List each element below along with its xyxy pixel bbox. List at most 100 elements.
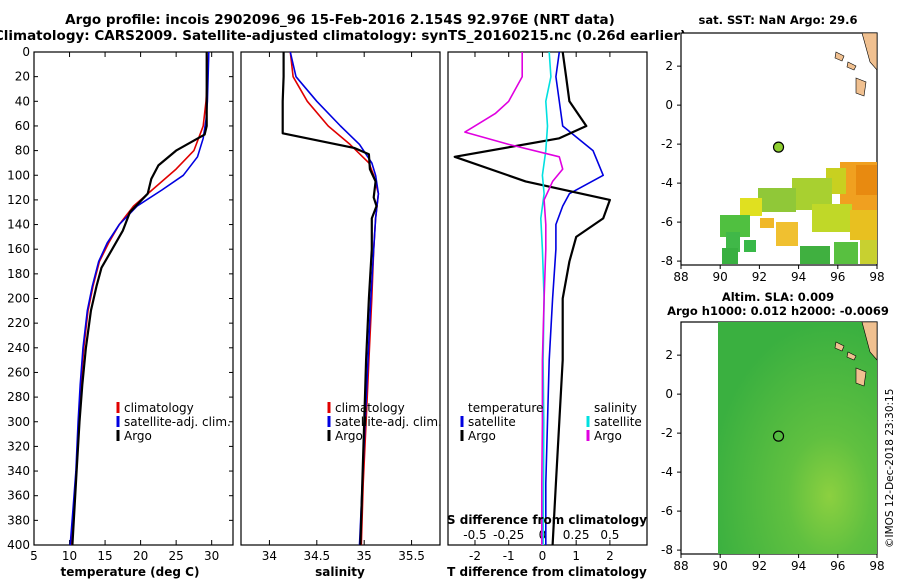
series-temperature-satellite <box>544 51 605 545</box>
legend-climatology: climatology <box>335 401 405 415</box>
depth-tick-label: 240 <box>7 341 30 355</box>
legend-temperature-title: temperature <box>468 401 543 415</box>
land-sumatra <box>861 32 878 71</box>
map-y-tick-label: -8 <box>661 543 673 557</box>
x-tick-label: 20 <box>133 549 148 563</box>
float-position-marker[interactable] <box>772 141 785 153</box>
sla-axes: 88 90 92 94 96 98 2 0 -2 -4 -6 -8 <box>661 348 885 573</box>
land-nias <box>855 367 867 387</box>
map-y-tick-label: -4 <box>661 176 673 190</box>
series-temperature-argo <box>453 51 612 546</box>
depth-tick-label: 260 <box>7 365 30 379</box>
salinity-legend: climatology satellite-adj. clim. Argo <box>327 401 442 443</box>
float-position-marker[interactable] <box>772 430 785 442</box>
sst-patch <box>722 248 738 264</box>
depth-tick-label: 280 <box>7 390 30 404</box>
legend-climatology: climatology <box>124 401 194 415</box>
sla-map-title-2: Argo h1000: 0.012 h2000: -0.0069 <box>667 304 889 318</box>
sla-map: Altim. SLA: 0.009 Argo h1000: 0.012 h200… <box>661 290 889 573</box>
sst-patch <box>834 242 858 264</box>
map-x-tick-label: 88 <box>673 270 688 284</box>
map-x-tick-label: 92 <box>752 270 767 284</box>
x-tick-label: -2 <box>469 549 481 563</box>
difference-xlabel-top: S difference from climatology <box>447 513 647 527</box>
land-nias <box>855 77 867 97</box>
sst-patch <box>850 210 877 240</box>
map-x-tick-label: 96 <box>830 559 845 573</box>
salinity-xaxis: 34 34.5 35 35.5 <box>262 52 425 563</box>
s-tick-label: 0.5 <box>600 528 619 542</box>
salinity-xlabel: salinity <box>315 565 365 579</box>
land-sumatra <box>861 321 878 361</box>
land-island <box>834 51 845 62</box>
map-x-tick-label: 94 <box>791 270 806 284</box>
x-tick-label: 10 <box>62 549 77 563</box>
sst-map: sat. SST: NaN Argo: 29.6 <box>661 13 885 284</box>
credit: ©IMOS 12-Dec-2018 23:30:15 <box>884 389 896 548</box>
depth-tick-label: 200 <box>7 292 30 306</box>
series-salinity-satellite <box>539 51 552 546</box>
legend-argo: Argo <box>335 429 363 443</box>
salinity-panel: 34 34.5 35 35.5 salinity climatology satell… <box>240 51 442 579</box>
depth-tick-label: 160 <box>7 242 30 256</box>
sst-patch <box>856 165 877 195</box>
x-tick-label: 34.5 <box>303 549 330 563</box>
sst-patch <box>800 246 830 264</box>
map-y-tick-label: -6 <box>661 504 673 518</box>
temperature-series <box>69 51 210 546</box>
sla-field <box>718 322 877 554</box>
depth-tick-label: 400 <box>7 538 30 552</box>
s-tick-label: 0.25 <box>563 528 590 542</box>
s-tick-label: -0.5 <box>463 528 486 542</box>
map-y-tick-label: -2 <box>661 426 673 440</box>
map-x-tick-label: 90 <box>713 559 728 573</box>
map-y-tick-label: 0 <box>665 387 673 401</box>
x-tick-label: 1 <box>572 549 580 563</box>
legend-temp-satellite: satellite <box>468 415 516 429</box>
depth-tick-label: 380 <box>7 513 30 527</box>
sst-data-patches <box>720 162 877 264</box>
salinity-series <box>281 51 380 546</box>
map-x-tick-label: 98 <box>869 270 884 284</box>
temperature-xaxis: 5 10 15 20 25 30 <box>30 52 219 563</box>
sst-patch <box>860 240 877 264</box>
depth-tick-label: 120 <box>7 193 30 207</box>
legend-salinity-title: salinity <box>594 401 637 415</box>
x-tick-label: 35 <box>357 549 372 563</box>
depth-tick-label: 100 <box>7 168 30 182</box>
difference-legend: temperature salinity satellite Argo sate… <box>460 401 642 443</box>
map-x-tick-label: 88 <box>673 559 688 573</box>
sst-patch <box>744 240 756 252</box>
depth-tick-label: 40 <box>15 94 30 108</box>
x-tick-label: 2 <box>606 549 614 563</box>
sst-axes: 88 90 92 94 96 98 2 0 -2 -4 -6 -8 <box>661 59 885 284</box>
legend-sal-satellite: satellite <box>594 415 642 429</box>
x-tick-label: 15 <box>97 549 112 563</box>
difference-panel: -2 -1 0 1 2-0.5 -0.25 0 0.25 0.5 T difference fr… <box>447 51 648 579</box>
depth-tick-label: 20 <box>15 70 30 84</box>
temperature-xlabel: temperature (deg C) <box>61 565 200 579</box>
legend-satellite-adj: satellite-adj. clim. <box>335 415 442 429</box>
s-tick-label: -0.25 <box>493 528 524 542</box>
difference-xlabel: T difference from climatology <box>447 565 647 579</box>
sla-land <box>834 321 878 387</box>
depth-tick-label: 0 <box>22 45 30 59</box>
map-y-tick-label: -4 <box>661 465 673 479</box>
land-island <box>834 341 845 352</box>
legend-temp-argo: Argo <box>468 429 496 443</box>
title-line-2: Climatology: CARS2009. Satellite-adjuste… <box>0 28 686 44</box>
series-argo <box>281 52 378 546</box>
map-x-tick-label: 96 <box>830 270 845 284</box>
map-y-tick-label: 2 <box>665 59 673 73</box>
map-y-tick-label: -2 <box>661 137 673 151</box>
map-y-tick-label: -8 <box>661 254 673 268</box>
sst-patch <box>760 218 774 228</box>
sst-patch <box>720 215 750 237</box>
temperature-legend: climatology satellite-adj. clim. Argo <box>116 401 231 443</box>
title-line-1: Argo profile: incois 2902096_96 15-Feb-2… <box>65 12 615 28</box>
series-satellite-adj-clim- <box>289 51 380 546</box>
x-tick-label: 5 <box>30 549 38 563</box>
map-x-tick-label: 98 <box>869 559 884 573</box>
x-tick-label: 34 <box>262 549 277 563</box>
